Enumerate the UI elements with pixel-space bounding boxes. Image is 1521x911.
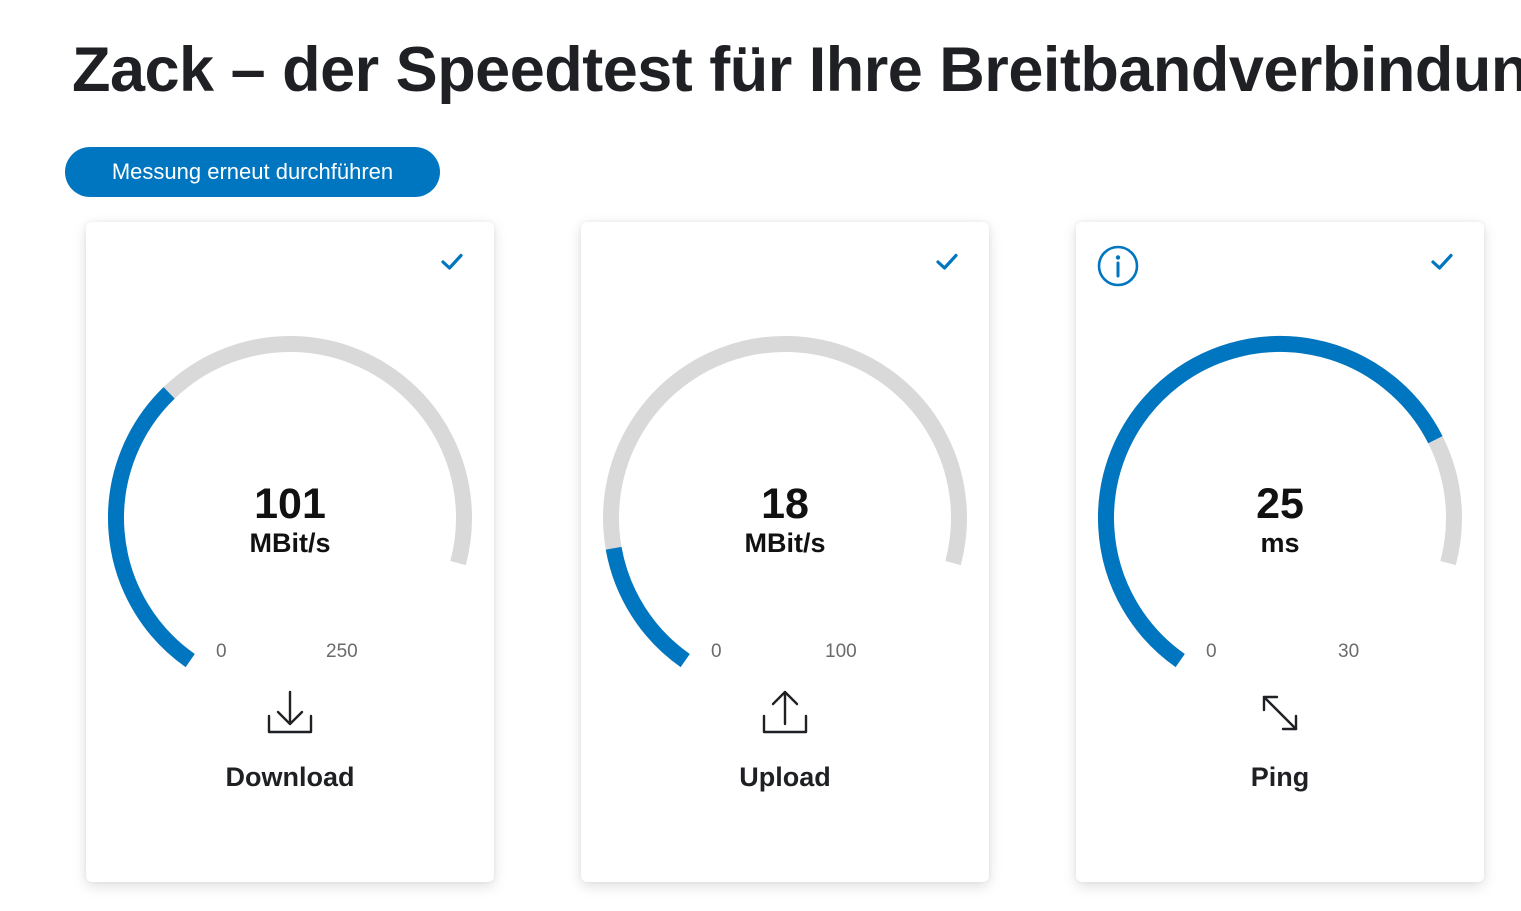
info-icon[interactable] xyxy=(1096,244,1140,288)
gauge-fill xyxy=(108,387,195,668)
check-icon xyxy=(936,253,958,270)
ping-icon xyxy=(1262,695,1298,731)
upload-icon xyxy=(762,690,808,734)
upload-gauge xyxy=(603,336,967,668)
metric-label: Download xyxy=(225,762,355,792)
scale-min-label: 0 xyxy=(216,641,227,662)
gauge-value: 18 xyxy=(761,480,809,528)
scale-max-label: 250 xyxy=(326,641,358,662)
gauge-value: 101 xyxy=(254,480,326,528)
gauge-unit: MBit/s xyxy=(744,528,826,558)
metric-label: Ping xyxy=(1250,762,1310,792)
gauge-fill xyxy=(605,546,690,668)
download-gauge xyxy=(108,336,472,668)
metric-label: Upload xyxy=(739,762,831,792)
check-icon xyxy=(1431,253,1453,270)
scale-min-label: 0 xyxy=(1206,641,1217,662)
check-icon xyxy=(441,253,463,270)
gauge-fill xyxy=(1098,336,1443,668)
rerun-measurement-button[interactable]: Messung erneut durchführen xyxy=(65,147,440,197)
scale-max-label: 100 xyxy=(825,641,857,662)
gauge-unit: MBit/s xyxy=(249,528,331,558)
ping-card: 25 ms 0 30 Ping xyxy=(1076,222,1484,882)
scale-max-label: 30 xyxy=(1338,641,1360,662)
upload-card: 18 MBit/s 0 100 Upload xyxy=(581,222,989,882)
gauge-value: 25 xyxy=(1256,480,1304,528)
page-title: Zack – der Speedtest für Ihre Breitbandv… xyxy=(72,35,1521,105)
download-card: 101 MBit/s 0 250 Download xyxy=(86,222,494,882)
gauge-unit: ms xyxy=(1260,528,1300,558)
ping-gauge xyxy=(1098,336,1462,668)
scale-min-label: 0 xyxy=(711,641,722,662)
download-icon xyxy=(267,690,313,734)
